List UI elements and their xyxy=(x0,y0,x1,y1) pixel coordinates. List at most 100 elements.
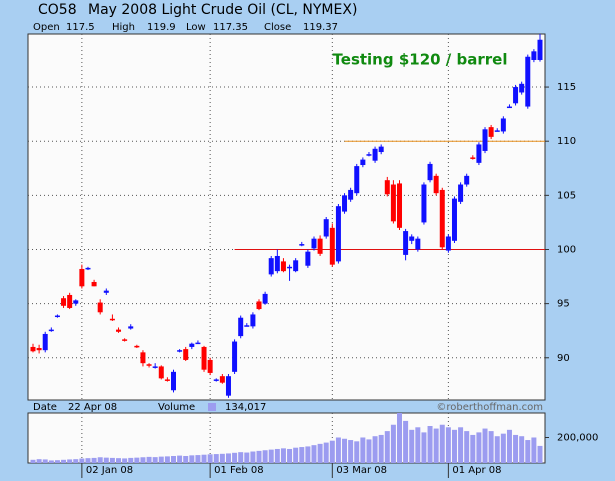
volume-bar xyxy=(293,447,299,463)
volume-bar xyxy=(433,428,439,463)
candle-body xyxy=(323,219,329,237)
volume-bar xyxy=(232,452,238,463)
volume-bar xyxy=(48,460,54,463)
volume-bar xyxy=(164,456,170,463)
candle-body xyxy=(525,56,531,107)
candle-body xyxy=(232,341,238,372)
volume-bar xyxy=(140,457,146,463)
candle-body xyxy=(42,333,48,351)
candle-body xyxy=(201,346,207,370)
candle-body xyxy=(177,350,183,352)
volume-bar xyxy=(238,452,244,463)
volume-bar xyxy=(378,434,384,463)
candle-body xyxy=(458,184,464,202)
volume-bar xyxy=(299,447,305,463)
candle-body xyxy=(152,366,158,368)
candle-body xyxy=(427,163,433,181)
candle-body xyxy=(366,154,372,156)
candle-body xyxy=(189,343,195,347)
volume-bar xyxy=(73,459,79,463)
candle-body xyxy=(348,189,354,200)
value: 119.37 xyxy=(303,22,338,33)
volume-bar xyxy=(415,427,421,463)
candle-body xyxy=(134,345,140,348)
volume-bar xyxy=(384,431,390,463)
volume-bar xyxy=(54,460,60,463)
volume-bar xyxy=(323,442,329,463)
candle-body xyxy=(30,346,36,352)
candle-body xyxy=(213,379,219,381)
candle-body xyxy=(73,300,79,304)
candle-body xyxy=(85,267,91,270)
volume-bar xyxy=(476,432,482,463)
candle-body xyxy=(207,359,213,373)
candle-body xyxy=(409,236,415,241)
candle-body xyxy=(238,317,244,337)
candle-body xyxy=(451,198,457,241)
volume-bar xyxy=(439,424,445,463)
price-panel xyxy=(27,33,546,401)
volume-bar xyxy=(397,413,403,463)
volume-bar xyxy=(103,457,109,463)
candle-body xyxy=(170,371,176,391)
candle-body xyxy=(531,51,537,60)
candle-body xyxy=(372,148,378,161)
candle-body xyxy=(244,325,250,327)
y-tick-label: 105 xyxy=(557,190,576,201)
candle-body xyxy=(494,130,500,132)
candle-body xyxy=(421,184,427,223)
volume-bar xyxy=(372,436,378,463)
candle-body xyxy=(280,261,286,272)
x-tick-label: 02 Jan 08 xyxy=(86,465,133,476)
label: Date xyxy=(33,402,57,413)
volume-bar xyxy=(470,434,476,463)
candle-body xyxy=(256,301,262,310)
candle-body xyxy=(342,195,348,212)
y-tick-label: 110 xyxy=(557,136,576,147)
candle-body xyxy=(225,376,231,396)
volume-bar xyxy=(244,452,250,463)
candle-body xyxy=(195,342,201,345)
candle-body xyxy=(445,236,451,251)
value: 134,017 xyxy=(225,402,266,413)
volume-bar xyxy=(427,426,433,463)
y-tick-label: 90 xyxy=(557,353,570,364)
volume-bar xyxy=(537,445,543,463)
candle-body xyxy=(335,206,341,262)
volume-bar xyxy=(335,437,341,463)
candle-body xyxy=(360,159,366,166)
candle-body xyxy=(116,329,122,332)
volume-bar xyxy=(146,456,152,463)
y-tick-label: 95 xyxy=(557,299,570,310)
candle-body xyxy=(476,144,482,163)
value: 119.9 xyxy=(147,22,176,33)
volume-bar xyxy=(201,454,207,463)
candle-body xyxy=(470,157,476,159)
volume-bar xyxy=(421,432,427,463)
candle-body xyxy=(403,231,409,255)
candle-body xyxy=(519,83,525,93)
annotation: Testing $120 / barrel xyxy=(333,51,508,69)
candle-body xyxy=(128,326,134,329)
candle-body xyxy=(439,189,445,248)
candle-body xyxy=(36,348,42,351)
y-tick-label: 200,000 xyxy=(557,432,598,443)
volume-bar xyxy=(403,420,409,463)
candle-body xyxy=(513,87,519,104)
candle-body xyxy=(54,315,60,318)
volume-bar xyxy=(85,458,91,463)
volume-bar xyxy=(519,436,525,463)
volume-bar xyxy=(109,457,115,463)
volume-bar xyxy=(207,454,213,463)
candle-body xyxy=(287,266,293,269)
candle-body xyxy=(506,106,512,109)
volume-bar xyxy=(158,456,164,463)
candle-body xyxy=(397,183,403,228)
x-tick-label: 01 Feb 08 xyxy=(214,465,264,476)
candle-body xyxy=(250,314,256,327)
volume-bar xyxy=(67,459,73,463)
volume-bar xyxy=(494,436,500,463)
candle-body xyxy=(91,281,97,287)
volume-bar xyxy=(219,453,225,463)
